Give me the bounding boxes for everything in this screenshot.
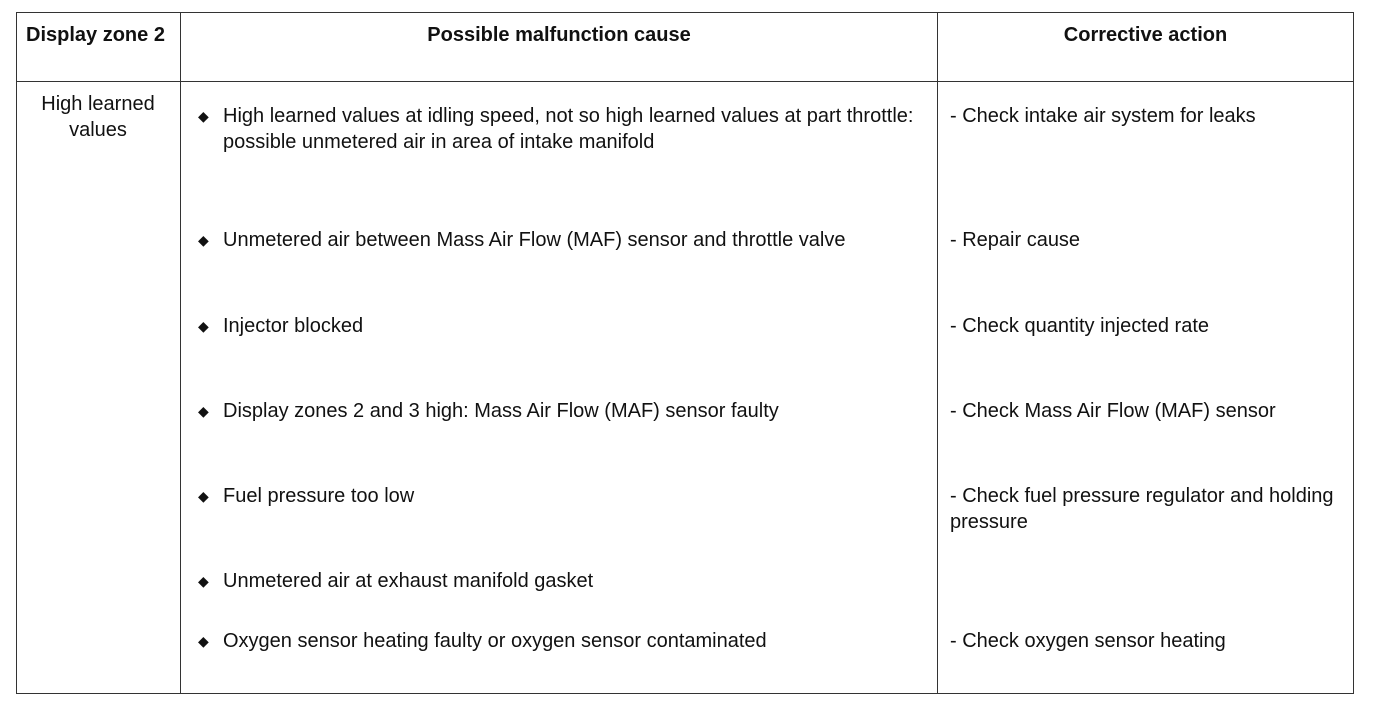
- border-col1: [180, 12, 181, 694]
- action-text: - Check fuel pressure regulator and hold…: [950, 485, 1334, 533]
- border-header: [16, 81, 1354, 82]
- cause-text: Unmetered air at exhaust manifold gasket: [223, 570, 594, 592]
- action-text: - Check oxygen sensor heating: [950, 630, 1226, 652]
- zone-cell: High learned values: [41, 93, 155, 141]
- cause-text: Injector blocked: [223, 315, 364, 337]
- diamond-bullet-icon: ◆: [198, 108, 209, 124]
- border-bottom: [16, 693, 1354, 694]
- action-text: - Repair cause: [950, 229, 1081, 251]
- border-top: [16, 12, 1354, 13]
- border-right: [1353, 12, 1354, 694]
- header-cause: Possible malfunction cause: [427, 24, 691, 46]
- cause-text: Fuel pressure too low: [223, 485, 415, 507]
- cause-text: Oxygen sensor heating faulty or oxygen s…: [223, 630, 767, 652]
- header-action: Corrective action: [1063, 24, 1228, 46]
- diamond-bullet-icon: ◆: [198, 633, 209, 649]
- cause-text: Unmetered air between Mass Air Flow (MAF…: [223, 229, 846, 251]
- diamond-bullet-icon: ◆: [198, 488, 209, 504]
- cause-text: High learned values at idling speed, not…: [223, 105, 914, 153]
- cause-text: Display zones 2 and 3 high: Mass Air Flo…: [223, 400, 779, 422]
- action-text: - Check Mass Air Flow (MAF) sensor: [950, 400, 1276, 422]
- diamond-bullet-icon: ◆: [198, 403, 209, 419]
- diamond-bullet-icon: ◆: [198, 232, 209, 248]
- header-display-zone: Display zone 2: [26, 24, 165, 46]
- action-text: - Check intake air system for leaks: [950, 105, 1256, 127]
- border-left: [16, 12, 17, 694]
- diamond-bullet-icon: ◆: [198, 318, 209, 334]
- diamond-bullet-icon: ◆: [198, 573, 209, 589]
- action-text: - Check quantity injected rate: [950, 315, 1210, 337]
- border-col2: [937, 12, 938, 694]
